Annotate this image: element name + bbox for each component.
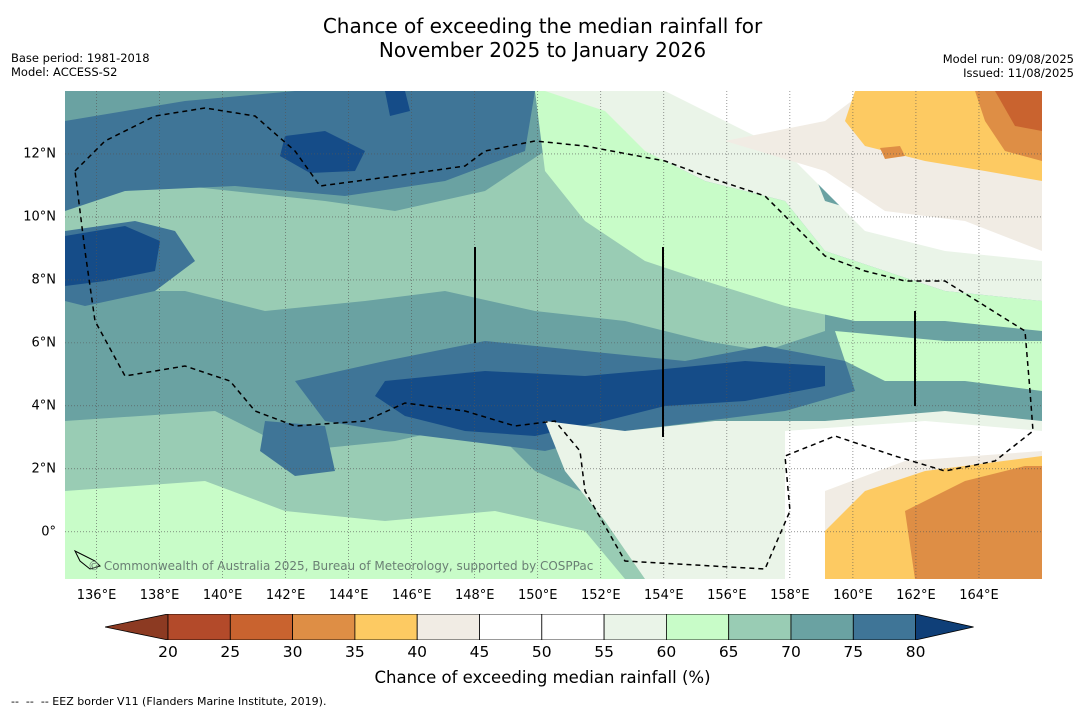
region-lightgreen-east [835,331,1042,391]
lon-label: 148°E [454,588,495,603]
lon-label: 164°E [959,588,999,603]
lon-label: 160°E [833,588,873,603]
lat-label: 0° [41,524,56,540]
colorbar-tick-label: 55 [594,643,614,661]
colorbar-tick-label: 65 [718,643,739,661]
colorbar-segment [167,614,231,640]
base-period-text: Base period: 1981-2018 [11,51,150,65]
lon-label: 158°E [770,588,810,603]
lon-label: 146°E [391,588,432,603]
region-orange-southeast [905,466,1042,579]
lat-label: 8°N [31,272,57,288]
colorbar-tick-label: 60 [656,643,677,661]
colorbar-segment [479,614,543,640]
colorbar-tick-label: 35 [345,643,365,661]
region-navy-central [375,361,825,436]
colorbar-tick-label: 25 [220,643,241,661]
lat-label: 2°N [31,461,57,477]
lon-label: 154°E [644,588,684,603]
colorbar-high-extend [915,614,974,640]
region-navy-west [65,226,160,286]
lat-label: 6°N [31,335,57,351]
colorbar-segment [852,614,916,640]
region-orange-spot [880,146,905,159]
colorbar-tick-label: 75 [843,643,864,661]
colorbar-label: Chance of exceeding median rainfall (%) [374,668,711,687]
model-text: Model: ACCESS-S2 [11,65,118,79]
island-southwest [73,549,101,570]
metadata-left: Base period: 1981-2018 Model: ACCESS-S2 [11,51,150,79]
colorbar-segment [229,614,294,640]
lat-label: 10°N [23,209,56,225]
colorbar-segment [603,614,667,640]
region-lightgreen-mid [665,191,765,261]
colorbar-segment [354,614,418,640]
lat-label: 12°N [23,146,56,162]
lon-label: 136°E [76,588,117,603]
colorbar-tick-label: 45 [469,643,490,661]
region-navy-north [280,131,365,173]
lon-label: 144°E [328,588,369,603]
gridlines [65,91,1042,579]
region-blue-south [260,421,335,476]
region-darkorange-northeast [995,91,1042,131]
lon-label: 140°E [202,588,243,603]
lon-label: 156°E [707,588,747,603]
colorbar-tick-label: 70 [781,643,801,661]
colorbar [105,614,974,640]
colorbar-tick-label: 80 [905,643,926,661]
title-line-2: November 2025 to January 2026 [378,38,707,62]
metadata-right: Model run: 09/08/2025 Issued: 11/08/2025 [943,52,1074,80]
colorbar-segment [666,614,730,640]
colorbar-tick-label: 50 [531,643,552,661]
colorbar-tick-label: 40 [407,643,428,661]
colorbar-segment [292,614,356,640]
region-navy-north2 [385,91,410,116]
colorbar-segment [416,614,480,640]
issued-text: Issued: 11/08/2025 [963,66,1074,80]
region-lightgreen-south [65,481,625,579]
colorbar-low-extend [105,614,169,640]
map-title: Chance of exceeding the median rainfall … [0,14,1085,62]
eez-footnote: -- -- -- EEZ border V11 (Flanders Marine… [11,695,327,708]
lon-label: 152°E [581,588,621,603]
model-run-text: Model run: 09/08/2025 [942,52,1074,66]
lon-label: 142°E [265,588,306,603]
copyright-text: © Commonwealth of Australia 2025, Bureau… [88,559,594,573]
colorbar-segment [728,614,792,640]
colorbar-segment [790,614,854,640]
region-pale-north [545,91,1042,301]
colorbar-tick-label: 30 [282,643,303,661]
title-line-1: Chance of exceeding the median rainfall … [322,14,763,38]
colorbar-tick-label: 20 [158,643,178,661]
rainfall-map [65,91,1042,579]
eez-border [74,107,1034,570]
colorbar-segment [541,614,605,640]
lon-label: 162°E [896,588,936,603]
lat-label: 4°N [31,398,57,414]
lon-label: 138°E [139,588,180,603]
region-lightgreen-north [535,91,1042,331]
lon-label: 150°E [517,588,558,603]
